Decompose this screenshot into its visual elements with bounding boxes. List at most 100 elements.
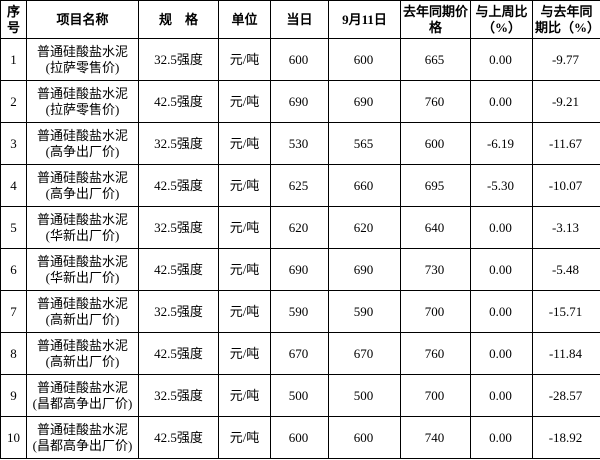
name-line: 普通硅酸盐水泥 (36, 127, 128, 143)
table-row: 2 普通硅酸盐水泥 (拉萨零售价) 42.5强度 元/吨 690 690 760 0.00 -9.… (0, 80, 600, 123)
number-cell: -18.92 (532, 416, 600, 459)
number-cell: 670 (328, 332, 401, 375)
text-cell: 42.5强度 (138, 164, 219, 207)
number-cell: 760 (400, 80, 471, 123)
number-cell: 620 (328, 206, 401, 249)
text-cell: 3 (0, 122, 27, 165)
text-cell: 4 (0, 164, 27, 207)
name-line: (高争出厂价) (45, 143, 120, 159)
number-cell: 700 (400, 290, 471, 333)
number-cell: 760 (400, 332, 471, 375)
header-cell: 9月11日 (328, 0, 401, 39)
header-cell: 单位 (218, 0, 271, 39)
name-line: (华新出厂价) (45, 269, 120, 285)
number-cell: -9.21 (532, 80, 600, 123)
number-cell: 0.00 (470, 332, 533, 375)
number-cell: 695 (400, 164, 471, 207)
header-cell: 序号 (0, 0, 27, 39)
text-cell: 9 (0, 374, 27, 417)
number-cell: 500 (328, 374, 401, 417)
name-line: (高新出厂价) (45, 311, 120, 327)
name-cell: 普通硅酸盐水泥 (拉萨零售价) (26, 80, 139, 123)
number-cell: -10.07 (532, 164, 600, 207)
text-cell: 32.5强度 (138, 374, 219, 417)
number-cell: 740 (400, 416, 471, 459)
name-line: 普通硅酸盐水泥 (36, 295, 128, 311)
name-line: 普通硅酸盐水泥 (36, 169, 128, 185)
number-cell: 600 (328, 416, 401, 459)
number-cell: 0.00 (470, 206, 533, 249)
table-header: 序号 项目名称规 格单位 当日 9月11日 去年同期价格 与上周比（%） 与去年同期比（%） (0, 0, 600, 39)
text-cell: 元/吨 (218, 332, 271, 375)
table-row: 5 普通硅酸盐水泥 (华新出厂价) 32.5强度 元/吨 620 620 640 0.00 -3.… (0, 206, 600, 249)
name-line: 普通硅酸盐水泥 (36, 379, 128, 395)
number-cell: 620 (270, 206, 329, 249)
number-cell: -15.71 (532, 290, 600, 333)
name-cell: 普通硅酸盐水泥 (拉萨零售价) (26, 38, 139, 81)
text-cell: 元/吨 (218, 38, 271, 81)
name-cell: 普通硅酸盐水泥 (高争出厂价) (26, 164, 139, 207)
text-cell: 元/吨 (218, 248, 271, 291)
number-cell: 590 (270, 290, 329, 333)
number-cell: -9.77 (532, 38, 600, 81)
table-row: 3 普通硅酸盐水泥 (高争出厂价) 32.5强度 元/吨 530 565 600 -6.19 -1… (0, 122, 600, 165)
name-line: (拉萨零售价) (45, 59, 120, 75)
name-line: 普通硅酸盐水泥 (36, 211, 128, 227)
name-cell: 普通硅酸盐水泥 (昌都高争出厂价) (26, 374, 139, 417)
number-cell: 600 (400, 122, 471, 165)
number-cell: 600 (270, 416, 329, 459)
number-cell: 590 (328, 290, 401, 333)
name-line: 普通硅酸盐水泥 (36, 43, 128, 59)
name-line: 普通硅酸盐水泥 (36, 85, 128, 101)
number-cell: 690 (270, 80, 329, 123)
text-cell: 6 (0, 248, 27, 291)
text-cell: 10 (0, 416, 27, 459)
table-body: 1 普通硅酸盐水泥 (拉萨零售价) 32.5强度 元/吨 600 600 665 0.00 -9.… (0, 38, 600, 459)
name-cell: 普通硅酸盐水泥 (高新出厂价) (26, 332, 139, 375)
number-cell: -3.13 (532, 206, 600, 249)
name-line: (拉萨零售价) (45, 101, 120, 117)
number-cell: 700 (400, 374, 471, 417)
header-cell: 与去年同期比（%） (532, 0, 600, 39)
text-cell: 42.5强度 (138, 332, 219, 375)
name-line: (高争出厂价) (45, 185, 120, 201)
number-cell: 600 (328, 38, 401, 81)
table-row: 10 普通硅酸盐水泥 (昌都高争出厂价) 42.5强度 元/吨 600 600 740 0.00… (0, 416, 600, 459)
number-cell: 690 (328, 248, 401, 291)
text-cell: 32.5强度 (138, 38, 219, 81)
text-cell: 1 (0, 38, 27, 81)
name-line: (昌都高争出厂价) (32, 437, 133, 453)
text-cell: 元/吨 (218, 80, 271, 123)
text-cell: 32.5强度 (138, 290, 219, 333)
number-cell: 530 (270, 122, 329, 165)
number-cell: 565 (328, 122, 401, 165)
name-line: (昌都高争出厂价) (32, 395, 133, 411)
number-cell: 665 (400, 38, 471, 81)
table-row: 9 普通硅酸盐水泥 (昌都高争出厂价) 32.5强度 元/吨 500 500 700 0.00-… (0, 374, 600, 417)
name-cell: 普通硅酸盐水泥 (华新出厂价) (26, 206, 139, 249)
number-cell: 690 (328, 80, 401, 123)
text-cell: 2 (0, 80, 27, 123)
table-row: 6 普通硅酸盐水泥 (华新出厂价) 42.5强度 元/吨 690 690 730 0.00 -5.… (0, 248, 600, 291)
number-cell: -5.48 (532, 248, 600, 291)
number-cell: 625 (270, 164, 329, 207)
text-cell: 42.5强度 (138, 248, 219, 291)
number-cell: 500 (270, 374, 329, 417)
number-cell: 690 (270, 248, 329, 291)
number-cell: -11.67 (532, 122, 600, 165)
number-cell: 0.00 (470, 80, 533, 123)
text-cell: 42.5强度 (138, 80, 219, 123)
name-cell: 普通硅酸盐水泥 (高新出厂价) (26, 290, 139, 333)
text-cell: 7 (0, 290, 27, 333)
number-cell: 0.00 (470, 248, 533, 291)
number-cell: 0.00 (470, 416, 533, 459)
number-cell: -6.19 (470, 122, 533, 165)
name-line: (高新出厂价) (45, 353, 120, 369)
name-line: 普通硅酸盐水泥 (36, 337, 128, 353)
header-cell: 与上周比（%） (470, 0, 533, 39)
text-cell: 元/吨 (218, 290, 271, 333)
number-cell: 640 (400, 206, 471, 249)
text-cell: 8 (0, 332, 27, 375)
